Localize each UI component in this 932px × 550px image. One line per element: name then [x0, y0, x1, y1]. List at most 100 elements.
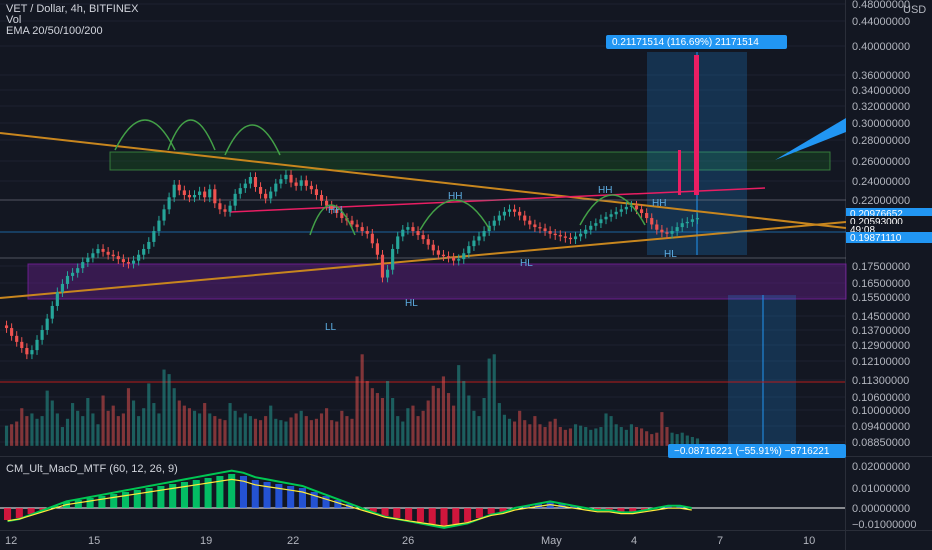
- macd-bar: [51, 506, 59, 508]
- volume-bar: [121, 413, 125, 446]
- time-tick-label: 15: [88, 535, 100, 547]
- measure-up-tag: [606, 35, 787, 49]
- volume-bar: [629, 424, 633, 446]
- volume-bar: [172, 388, 176, 446]
- price-tick-label: 0.10600000: [852, 392, 910, 404]
- time-tick-label: May: [541, 535, 562, 547]
- volume-bar: [523, 420, 527, 446]
- candle: [106, 251, 110, 255]
- time-tick-label: 26: [402, 535, 414, 547]
- volume-bar: [233, 410, 237, 446]
- volume-bar: [345, 416, 349, 446]
- candle: [4, 325, 9, 329]
- volume-bar: [421, 410, 425, 446]
- volume-bar: [462, 381, 466, 446]
- volume-bar: [457, 365, 461, 446]
- volume-bar: [203, 403, 207, 446]
- candle: [665, 232, 669, 234]
- candle: [538, 227, 542, 229]
- volume-bar: [248, 416, 252, 446]
- volume-bar: [690, 436, 694, 446]
- macd-bar: [15, 508, 23, 518]
- ascending-trendline: [0, 221, 847, 299]
- volume-legend: Vol: [6, 14, 22, 26]
- price-tick-label: 0.48000000: [852, 0, 910, 11]
- macd-bar: [381, 508, 389, 516]
- candle: [243, 183, 247, 189]
- macd-bar: [593, 508, 601, 510]
- volume-bar: [340, 410, 344, 446]
- volume-bar: [401, 421, 405, 446]
- volume-bar: [624, 429, 628, 446]
- volume-bar: [198, 413, 202, 446]
- candle: [568, 237, 573, 240]
- volume-bar: [253, 418, 258, 446]
- volume-bar: [243, 413, 247, 446]
- candle: [528, 220, 532, 225]
- candle: [599, 219, 603, 224]
- support-zone: [27, 263, 847, 300]
- volume-bar: [558, 427, 562, 446]
- volume-bar: [101, 395, 105, 446]
- volume-bar: [599, 427, 603, 446]
- volume-bar: [40, 416, 44, 446]
- macd-bar: [487, 508, 495, 514]
- macd-bar: [98, 496, 106, 508]
- candle: [203, 191, 207, 198]
- volume-bar: [502, 414, 506, 446]
- candle: [50, 305, 54, 319]
- volume-bar: [640, 428, 644, 446]
- price-tick-label: 0.32000000: [852, 101, 910, 113]
- candle: [91, 253, 95, 258]
- volume-bar: [111, 405, 115, 446]
- candle: [284, 174, 288, 180]
- candle: [238, 188, 242, 194]
- pivot-label: HH: [448, 191, 462, 202]
- volume-bar: [609, 416, 613, 446]
- volume-bar: [594, 428, 598, 446]
- candle: [441, 254, 446, 257]
- candle: [507, 209, 512, 212]
- volume-bar: [218, 418, 222, 446]
- price-tick-label: 0.40000000: [852, 41, 910, 53]
- volume-bar: [446, 393, 451, 446]
- candle: [436, 250, 440, 255]
- pivot-label: LL: [325, 322, 337, 333]
- macd-bar: [310, 492, 318, 508]
- volume-bar: [680, 432, 684, 446]
- volume-bar: [355, 376, 359, 446]
- volume-bar: [568, 428, 573, 446]
- candle: [558, 235, 562, 237]
- candle: [289, 174, 293, 183]
- candle: [573, 236, 578, 240]
- volume-bar: [142, 408, 146, 446]
- candle: [233, 193, 237, 206]
- volume-bar: [258, 420, 263, 446]
- candle: [695, 218, 700, 220]
- price-tick-label: 0.17500000: [852, 261, 910, 273]
- volume-bar: [274, 418, 278, 446]
- pivot-label: HH: [598, 185, 612, 196]
- macd-bar: [287, 486, 295, 508]
- candle: [594, 223, 598, 226]
- candle: [553, 233, 557, 236]
- price-tag: [846, 232, 932, 243]
- candle: [650, 218, 654, 225]
- volume-bar: [152, 403, 156, 446]
- price-tick-label: 0.28000000: [852, 135, 910, 147]
- price-tag: [846, 208, 932, 219]
- candle: [319, 194, 324, 201]
- volume-bar: [614, 424, 618, 446]
- volume-bar: [497, 403, 501, 446]
- volume-bar: [431, 385, 435, 446]
- candle: [543, 228, 547, 232]
- volume-bar: [660, 412, 664, 446]
- price-tick-label: 0.13700000: [852, 325, 910, 337]
- macd-bar: [180, 482, 189, 508]
- measure-up-label: 0.21171514 (116.69%) 21171514: [612, 37, 759, 48]
- candle: [258, 186, 263, 194]
- candle: [167, 197, 171, 210]
- candle: [253, 177, 258, 187]
